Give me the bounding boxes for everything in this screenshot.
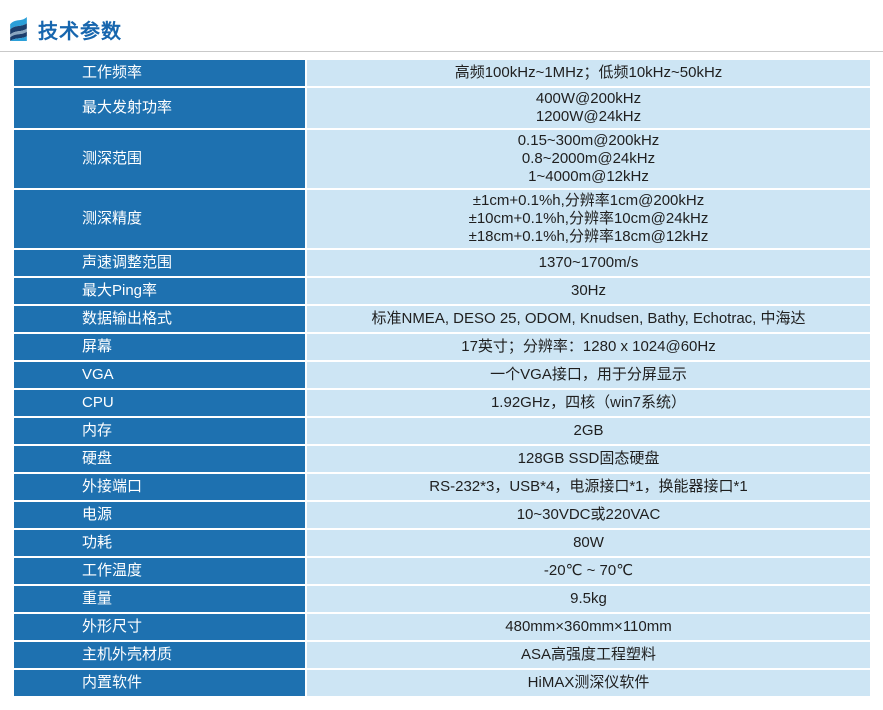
table-row: 声速调整范围 1370~1700m/s — [14, 250, 870, 276]
spec-name: 外接端口 — [14, 474, 305, 500]
spec-value-line: 128GB SSD固态硬盘 — [517, 450, 660, 467]
spec-name: 最大发射功率 — [14, 88, 305, 128]
spec-value: 1370~1700m/s — [307, 250, 870, 276]
spec-value-line: -20℃ ~ 70℃ — [543, 562, 634, 579]
spec-value-line: 1.92GHz，四核（win7系统） — [490, 394, 687, 411]
spec-value: 480mm×360mm×110mm — [307, 614, 870, 640]
spec-value: 9.5kg — [307, 586, 870, 612]
spec-name: 测深范围 — [14, 130, 305, 188]
spec-name: 工作频率 — [14, 60, 305, 86]
spec-value-line: 0.8~2000m@24kHz — [521, 150, 656, 167]
table-row: 内置软件 HiMAX测深仪软件 — [14, 670, 870, 696]
spec-value-line: 2GB — [573, 422, 604, 439]
spec-value: 400W@200kHz 1200W@24kHz — [307, 88, 870, 128]
spec-value: HiMAX测深仪软件 — [307, 670, 870, 696]
spec-name: 内置软件 — [14, 670, 305, 696]
table-row: 功耗 80W — [14, 530, 870, 556]
spec-name: 重量 — [14, 586, 305, 612]
spec-value-line: 80W — [573, 534, 604, 551]
table-row: 工作频率 高频100kHz~1MHz；低频10kHz~50kHz — [14, 60, 870, 86]
table-row: 数据输出格式 标准NMEA, DESO 25, ODOM, Knudsen, B… — [14, 306, 870, 332]
spec-name: 电源 — [14, 502, 305, 528]
spec-name: 外形尺寸 — [14, 614, 305, 640]
table-row: CPU 1.92GHz，四核（win7系统） — [14, 390, 870, 416]
table-row: 屏幕 17英寸；分辨率：1280 x 1024@60Hz — [14, 334, 870, 360]
spec-value: 128GB SSD固态硬盘 — [307, 446, 870, 472]
table-row: 测深精度 ±1cm+0.1%h,分辨率1cm@200kHz ±10cm+0.1%h… — [14, 190, 870, 248]
spec-value: ASA高强度工程塑料 — [307, 642, 870, 668]
spec-value: ±1cm+0.1%h,分辨率1cm@200kHz ±10cm+0.1%h,分辨率1… — [307, 190, 870, 248]
spec-value: 一个VGA接口，用于分屏显示 — [307, 362, 870, 388]
spec-name: 主机外壳材质 — [14, 642, 305, 668]
spec-value-line: 30Hz — [570, 282, 607, 299]
spec-value: 80W — [307, 530, 870, 556]
table-row: 最大发射功率 400W@200kHz 1200W@24kHz — [14, 88, 870, 128]
spec-value-line: 480mm×360mm×110mm — [505, 618, 672, 635]
spec-value-line: 1370~1700m/s — [538, 254, 639, 271]
section-header: 技术参数 — [0, 0, 883, 44]
table-row: 硬盘 128GB SSD固态硬盘 — [14, 446, 870, 472]
spec-name: 声速调整范围 — [14, 250, 305, 276]
spec-value-line: ASA高强度工程塑料 — [520, 646, 656, 663]
table-row: 外形尺寸 480mm×360mm×110mm — [14, 614, 870, 640]
spec-name: 测深精度 — [14, 190, 305, 248]
spec-name: 最大Ping率 — [14, 278, 305, 304]
table-row: 最大Ping率 30Hz — [14, 278, 870, 304]
spec-value-line: 一个VGA接口，用于分屏显示 — [490, 366, 687, 383]
table-row: 电源 10~30VDC或220VAC — [14, 502, 870, 528]
spec-value: RS-232*3，USB*4，电源接口*1，换能器接口*1 — [307, 474, 870, 500]
spec-value-line: ±18cm+0.1%h,分辨率18cm@12kHz — [468, 228, 709, 245]
spec-value-line: RS-232*3，USB*4，电源接口*1，换能器接口*1 — [429, 478, 748, 495]
spec-value-line: 0.15~300m@200kHz — [517, 132, 660, 149]
spec-value: 高频100kHz~1MHz；低频10kHz~50kHz — [307, 60, 870, 86]
spec-value: 10~30VDC或220VAC — [307, 502, 870, 528]
spec-name: VGA — [14, 362, 305, 388]
spec-value: 2GB — [307, 418, 870, 444]
spec-value-line: 10~30VDC或220VAC — [516, 506, 661, 523]
spec-name: 内存 — [14, 418, 305, 444]
table-row: VGA 一个VGA接口，用于分屏显示 — [14, 362, 870, 388]
waves-layers-icon — [10, 17, 27, 41]
spec-name: 屏幕 — [14, 334, 305, 360]
spec-value-line: 1200W@24kHz — [535, 108, 642, 125]
spec-value: 17英寸；分辨率：1280 x 1024@60Hz — [307, 334, 870, 360]
header-divider — [0, 51, 883, 52]
table-row: 测深范围 0.15~300m@200kHz 0.8~2000m@24kHz 1~40… — [14, 130, 870, 188]
spec-value-line: 标准NMEA, DESO 25, ODOM, Knudsen, Bathy, E… — [371, 310, 806, 327]
spec-value-line: ±10cm+0.1%h,分辨率10cm@24kHz — [468, 210, 709, 227]
spec-table: 工作频率 高频100kHz~1MHz；低频10kHz~50kHz 最大发射功率 … — [14, 60, 870, 696]
spec-value: 0.15~300m@200kHz 0.8~2000m@24kHz 1~4000m@1… — [307, 130, 870, 188]
spec-name: 工作温度 — [14, 558, 305, 584]
table-row: 主机外壳材质 ASA高强度工程塑料 — [14, 642, 870, 668]
spec-value-line: HiMAX测深仪软件 — [527, 674, 650, 691]
spec-value: 1.92GHz，四核（win7系统） — [307, 390, 870, 416]
table-row: 重量 9.5kg — [14, 586, 870, 612]
spec-name: 数据输出格式 — [14, 306, 305, 332]
spec-value-line: 1~4000m@12kHz — [528, 168, 649, 185]
table-row: 内存 2GB — [14, 418, 870, 444]
spec-value: 标准NMEA, DESO 25, ODOM, Knudsen, Bathy, E… — [307, 306, 870, 332]
table-row: 外接端口 RS-232*3，USB*4，电源接口*1，换能器接口*1 — [14, 474, 870, 500]
spec-name: CPU — [14, 390, 305, 416]
section-title: 技术参数 — [38, 20, 122, 43]
spec-name: 功耗 — [14, 530, 305, 556]
spec-value-line: 9.5kg — [570, 590, 607, 607]
spec-value-line: 高频100kHz~1MHz；低频10kHz~50kHz — [454, 64, 723, 81]
spec-value-line: ±1cm+0.1%h,分辨率1cm@200kHz — [472, 192, 705, 209]
spec-value-line: 17英寸；分辨率：1280 x 1024@60Hz — [461, 338, 716, 355]
spec-value-line: 400W@200kHz — [535, 90, 642, 107]
spec-name: 硬盘 — [14, 446, 305, 472]
spec-value: 30Hz — [307, 278, 870, 304]
spec-value: -20℃ ~ 70℃ — [307, 558, 870, 584]
table-row: 工作温度 -20℃ ~ 70℃ — [14, 558, 870, 584]
